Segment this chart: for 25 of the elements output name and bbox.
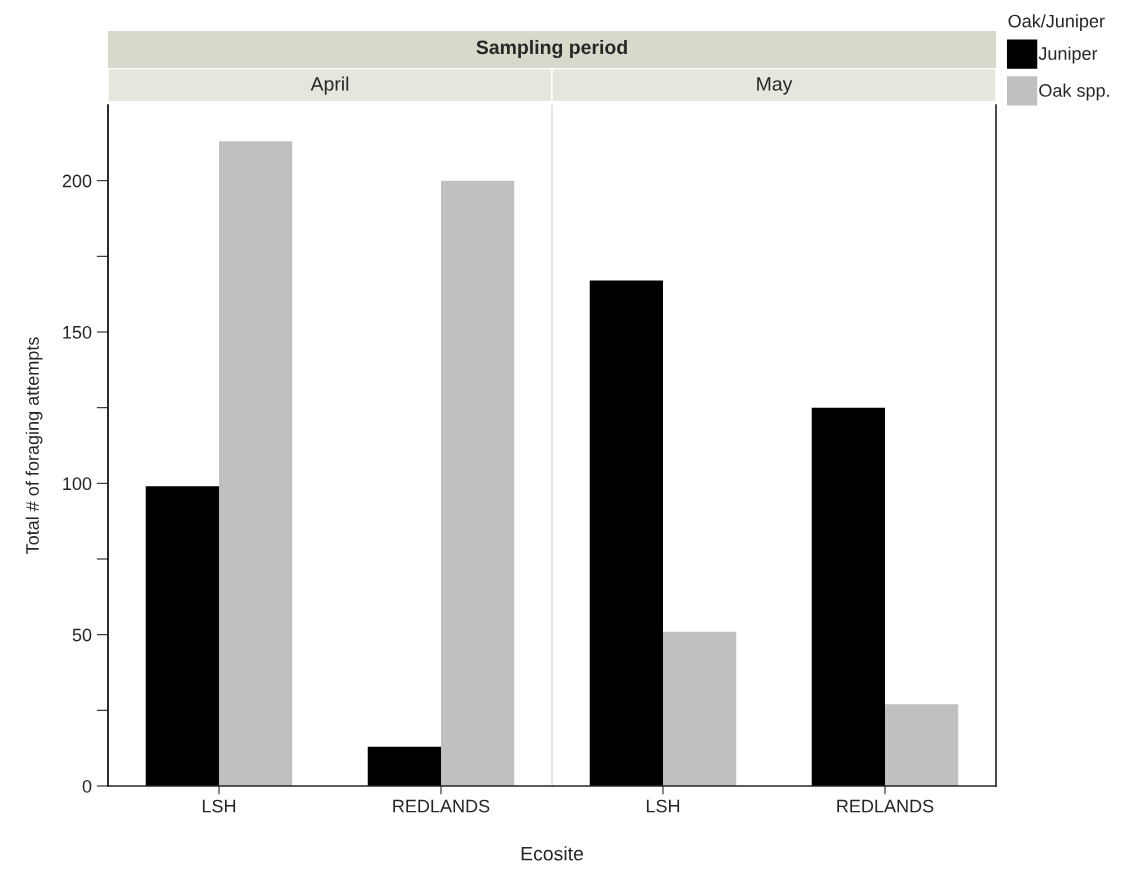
y-tick-label: 50 (72, 628, 92, 642)
chart-title: May (757, 77, 793, 95)
y-tick-label: 0 (82, 779, 92, 793)
y-tick-label: 150 (63, 325, 92, 339)
x-tick-label: REDLANDS (837, 799, 934, 813)
bar (589, 280, 663, 786)
bar (145, 486, 219, 786)
x-tick-label: REDLANDS (393, 799, 490, 813)
chart-title: April (310, 76, 349, 95)
y-axis-title: Total # of foraging attempts (25, 337, 43, 554)
legend-title: Oak/Juniper (1008, 14, 1105, 32)
x-tick-label: LSH (202, 799, 236, 813)
text: Sampling period (476, 39, 627, 59)
y-tick-label: 200 (62, 174, 92, 188)
bar (367, 746, 441, 786)
bar (441, 180, 515, 786)
bar (663, 631, 737, 786)
bar (885, 704, 959, 786)
x-axis-title: Ecosite (521, 846, 584, 861)
y-tick-label: 100 (63, 477, 92, 491)
legend-label: Oak spp. (1039, 83, 1109, 101)
bar (811, 407, 885, 786)
legend-label: Juniper (1038, 46, 1098, 64)
bar (219, 141, 293, 786)
x-tick-label: LSH (646, 799, 680, 813)
